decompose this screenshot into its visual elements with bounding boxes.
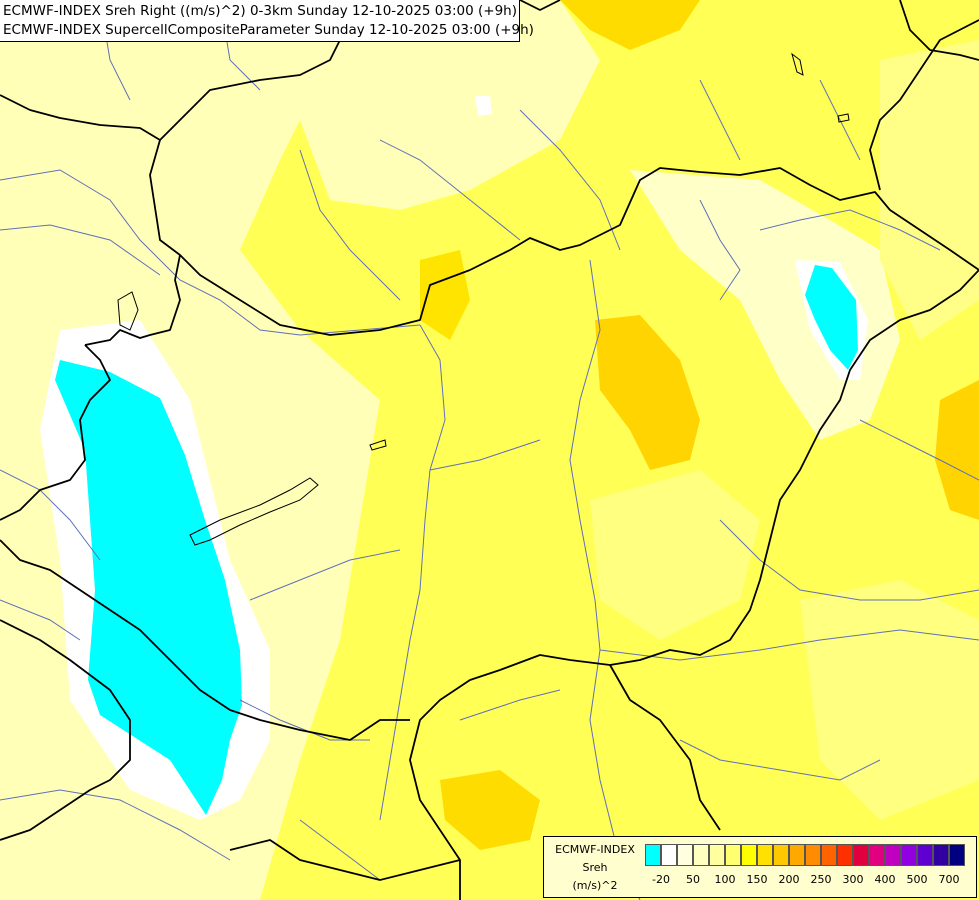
legend-swatch	[885, 844, 901, 866]
legend-tick-labels: -20 50 100 150 200 250 300 400 500 700	[645, 873, 975, 889]
border-ne-top	[899, 0, 979, 61]
sreh-field-light-east	[880, 40, 979, 340]
lake-balaton	[189, 477, 319, 546]
sreh-field-cyan-northeast	[805, 265, 858, 370]
color-legend: ECMWF-INDEX Sreh (m/s)^2 -20 50 100 150 200 2…	[543, 836, 977, 898]
border-north-east	[869, 19, 979, 191]
title-line-2: ECMWF-INDEX SupercellCompositeParameter …	[3, 22, 534, 38]
legend-swatch	[949, 844, 965, 866]
border-west	[84, 254, 181, 346]
border-romania-south	[609, 664, 721, 831]
legend-swatch	[821, 844, 837, 866]
legend-title: ECMWF-INDEX	[555, 843, 635, 856]
border-north	[0, 94, 979, 336]
lake-small-3	[791, 52, 804, 76]
legend-swatch	[741, 844, 757, 866]
legend-swatch	[933, 844, 949, 866]
legend-tick: 300	[842, 873, 864, 886]
sreh-field-orange-east	[935, 380, 979, 520]
border-croatia	[0, 619, 131, 841]
legend-tick: -20	[652, 873, 670, 886]
legend-swatch	[805, 844, 821, 866]
legend-swatch	[709, 844, 725, 866]
sreh-field-pale-northeast	[630, 170, 900, 440]
sreh-field-orange-north	[560, 0, 700, 50]
sreh-field-orange-center	[595, 315, 700, 470]
sreh-field-orange-south	[440, 770, 540, 850]
lakes	[117, 52, 850, 546]
border-southwest	[0, 539, 410, 741]
legend-swatch	[693, 844, 709, 866]
legend-tick: 50	[686, 873, 700, 886]
legend-tick: 700	[938, 873, 960, 886]
legend-swatch	[677, 844, 693, 866]
legend-swatch	[901, 844, 917, 866]
legend-tick: 150	[746, 873, 768, 886]
legend-swatch	[661, 844, 677, 866]
title-line-1: ECMWF-INDEX Sreh Right ((m/s)^2) 0-3km S…	[3, 3, 517, 19]
map-title-box: ECMWF-INDEX Sreh Right ((m/s)^2) 0-3km S…	[0, 0, 534, 42]
sreh-field-light-southeast	[800, 580, 979, 820]
legend-tick: 250	[810, 873, 832, 886]
legend-tick: 500	[906, 873, 928, 886]
legend-unit: (m/s)^2	[572, 879, 618, 892]
legend-tick: 200	[778, 873, 800, 886]
sreh-field-pale-north	[300, 0, 600, 210]
legend-swatch	[917, 844, 933, 866]
lake-neusiedl	[117, 291, 139, 331]
border-east	[409, 269, 979, 900]
sreh-field-white-north	[475, 96, 492, 116]
legend-swatch	[869, 844, 885, 866]
legend-swatch	[645, 844, 661, 866]
lake-small-1	[369, 439, 387, 451]
sreh-field-cyan-west	[55, 360, 242, 815]
border-north-upper	[159, 0, 351, 141]
legend-swatch	[725, 844, 741, 866]
legend-swatch	[853, 844, 869, 866]
legend-swatch	[757, 844, 773, 866]
legend-swatch	[837, 844, 853, 866]
lake-small-2	[837, 113, 850, 123]
legend-tick: 100	[714, 873, 736, 886]
sreh-field-orange-mid	[420, 250, 470, 340]
legend-variable: Sreh	[582, 861, 608, 874]
border-south	[229, 839, 461, 881]
border-west-austria	[0, 344, 111, 521]
sreh-field-light-south	[590, 470, 760, 640]
border-serbia	[519, 0, 561, 11]
legend-swatch	[773, 844, 789, 866]
legend-swatch	[789, 844, 805, 866]
legend-tick: 400	[874, 873, 896, 886]
